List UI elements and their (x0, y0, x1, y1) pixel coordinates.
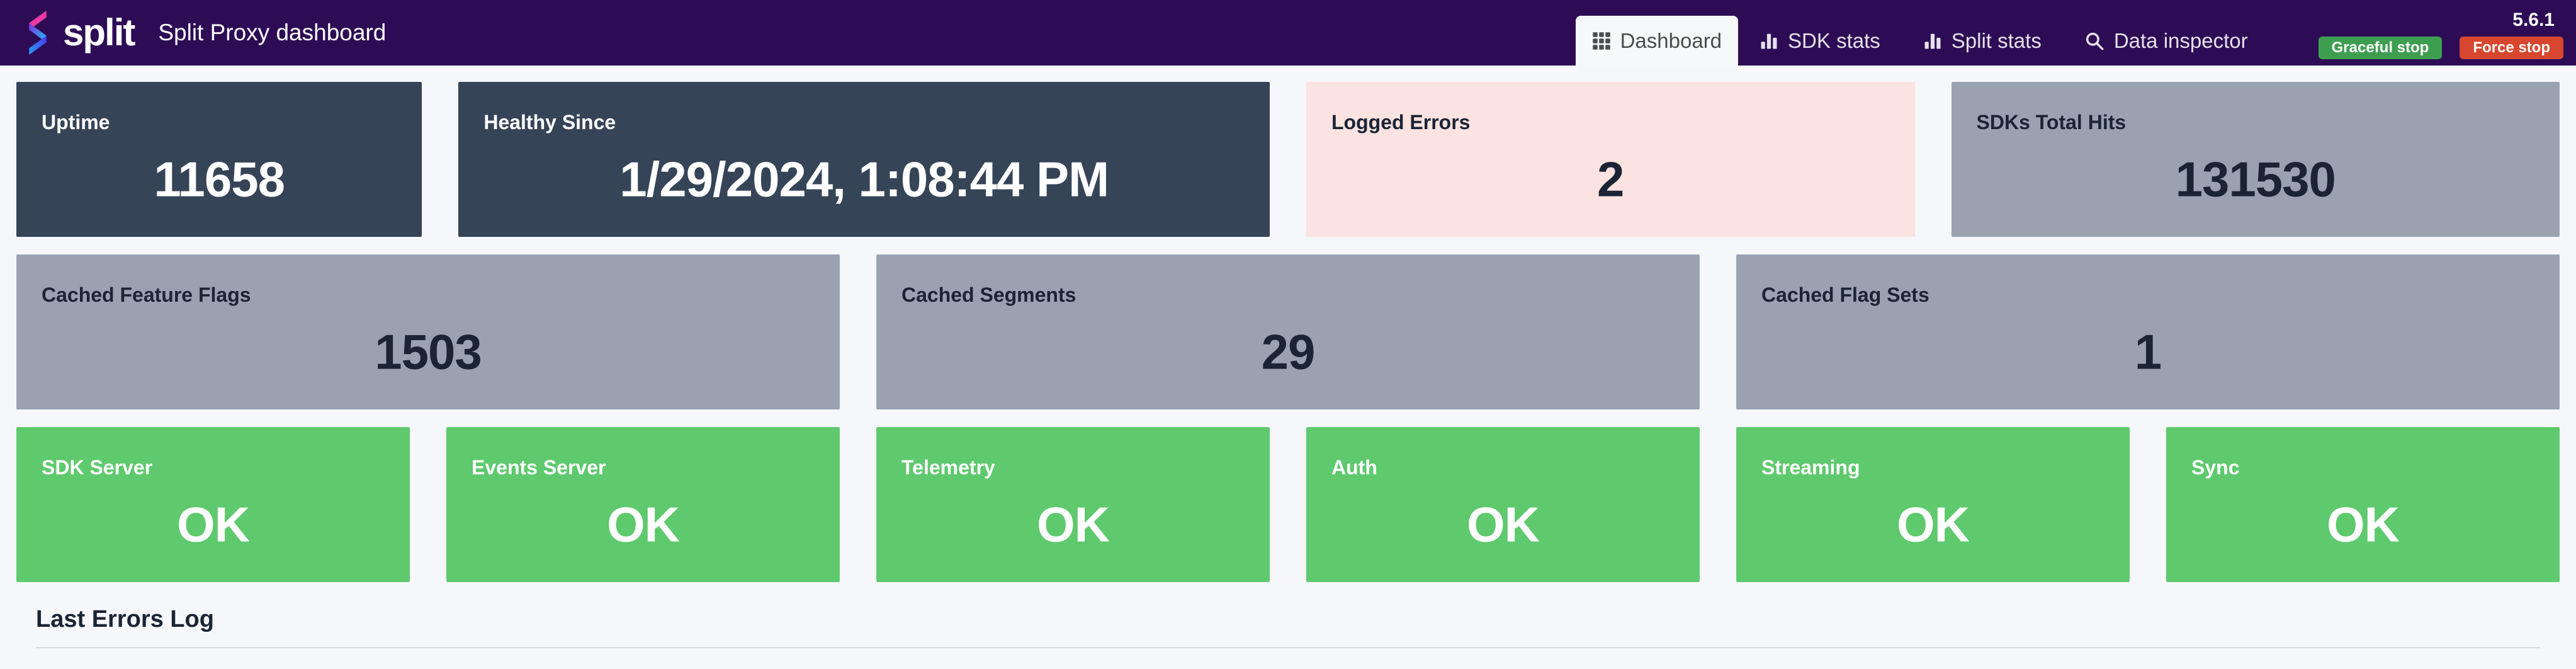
tab-label: SDK stats (1788, 28, 1880, 52)
table-top-divider (36, 647, 2540, 648)
card-value: OK (2327, 496, 2400, 552)
card-value: 29 (1261, 324, 1316, 380)
events-server-card: Events Server OK (446, 427, 840, 582)
card-label: Streaming (1761, 456, 1860, 479)
auth-card: Auth OK (1306, 427, 1700, 582)
card-label: Uptime (42, 111, 110, 134)
card-value: OK (1467, 496, 1540, 552)
tab-data-inspector[interactable]: Data inspector (2063, 16, 2269, 66)
card-label: Auth (1331, 456, 1377, 479)
header: split Split Proxy dashboard Dashboard SD… (0, 0, 2576, 66)
grid-icon (1592, 31, 1610, 50)
tab-label: Split stats (1951, 28, 2042, 52)
stop-buttons: Graceful stop Force stop (2318, 37, 2563, 59)
card-value: 1503 (375, 324, 482, 380)
card-value: 1 (2134, 324, 2162, 380)
graceful-stop-button[interactable]: Graceful stop (2318, 37, 2443, 59)
card-value: 2 (1597, 151, 1624, 207)
page-title: Split Proxy dashboard (158, 20, 387, 45)
logged-errors-card: Logged Errors 2 (1306, 82, 1915, 237)
telemetry-card: Telemetry OK (876, 427, 1270, 582)
health-row: SDK Server OK Events Server OK Telemetry… (16, 427, 2560, 582)
brand: split Split Proxy dashboard (21, 0, 386, 66)
uptime-card: Uptime 11658 (16, 82, 422, 237)
card-value: OK (1037, 496, 1110, 552)
sdk-server-card: SDK Server OK (16, 427, 410, 582)
force-stop-button[interactable]: Force stop (2460, 37, 2563, 59)
card-value: OK (1897, 496, 1970, 552)
streaming-card: Streaming OK (1736, 427, 2130, 582)
tab-dashboard[interactable]: Dashboard (1575, 16, 1739, 66)
healthy-since-card: Healthy Since 1/29/2024, 1:08:44 PM (458, 82, 1270, 237)
cached-segments-card: Cached Segments 29 (876, 254, 1700, 409)
sdks-total-hits-card: SDKs Total Hits 131530 (1951, 82, 2560, 237)
section-title: Last Errors Log (36, 606, 214, 632)
card-value: 1/29/2024, 1:08:44 PM (619, 151, 1109, 207)
bar-chart-icon (1761, 33, 1777, 49)
card-label: SDKs Total Hits (1976, 111, 2127, 134)
cached-flag-sets-card: Cached Flag Sets 1 (1736, 254, 2560, 409)
tab-label: Dashboard (1620, 28, 1722, 52)
card-label: Healthy Since (483, 111, 616, 134)
search-icon (2086, 32, 2104, 50)
card-value: OK (177, 496, 250, 552)
card-label: Cached Flag Sets (1761, 283, 1929, 306)
card-label: SDK Server (42, 456, 153, 479)
tab-sdk-stats[interactable]: SDK stats (1738, 16, 1902, 66)
card-label: Logged Errors (1331, 111, 1471, 134)
card-label: Sync (2191, 456, 2240, 479)
tab-split-stats[interactable]: Split stats (1902, 16, 2063, 66)
split-wordmark: split (63, 11, 135, 54)
version-label: 5.6.1 (2512, 9, 2555, 30)
bar-chart-icon (1924, 33, 1941, 49)
tab-bar: Dashboard SDK stats Split stats Da (1575, 16, 2269, 66)
card-label: Cached Segments (901, 283, 1076, 306)
card-label: Events Server (472, 456, 606, 479)
card-value: 131530 (2175, 151, 2336, 207)
stats-row-1: Uptime 11658 Healthy Since 1/29/2024, 1:… (16, 82, 2560, 237)
last-errors-log-section: Last Errors Log (36, 606, 2540, 648)
tab-label: Data inspector (2113, 28, 2248, 52)
sync-card: Sync OK (2166, 427, 2560, 582)
header-right: 5.6.1 Graceful stop Force stop (2318, 0, 2576, 66)
card-label: Cached Feature Flags (42, 283, 251, 306)
split-logo-icon (29, 11, 47, 55)
dashboard-content: Uptime 11658 Healthy Since 1/29/2024, 1:… (0, 66, 2576, 648)
card-label: Telemetry (901, 456, 995, 479)
card-value: 11658 (154, 151, 285, 207)
cached-feature-flags-card: Cached Feature Flags 1503 (16, 254, 840, 409)
card-value: OK (607, 496, 680, 552)
stats-row-2: Cached Feature Flags 1503 Cached Segment… (16, 254, 2560, 409)
